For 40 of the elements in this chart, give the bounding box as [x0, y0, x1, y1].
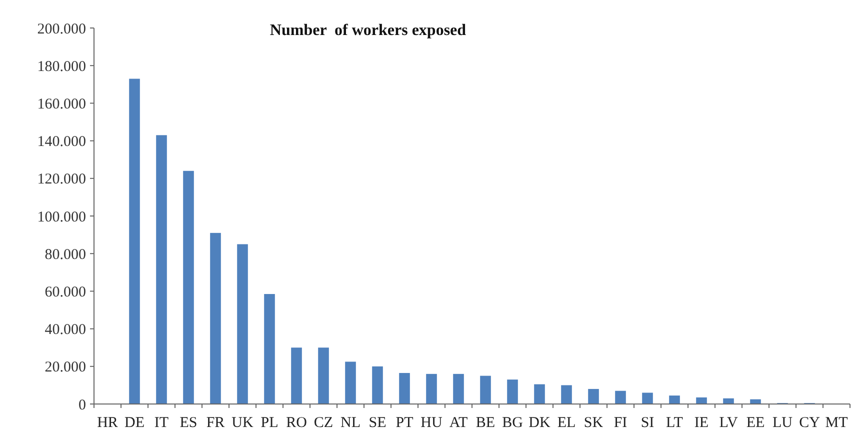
x-tick-label: EL	[557, 415, 576, 431]
x-tick-label: LV	[719, 415, 738, 431]
x-tick-label: SI	[640, 415, 654, 431]
x-tick-label: BE	[476, 415, 496, 431]
x-tick-label: BG	[502, 415, 524, 431]
x-tick-label: DK	[528, 415, 550, 431]
x-tick-label: LU	[772, 415, 793, 431]
x-tick-label: PT	[396, 415, 414, 431]
x-tick-label: FI	[614, 415, 628, 431]
y-tick-label: 60.000	[44, 284, 86, 300]
x-tick-label: AT	[449, 415, 468, 431]
x-tick-label: SE	[368, 415, 386, 431]
y-tick-label: 20.000	[44, 360, 86, 376]
x-tick-label: NL	[340, 415, 360, 431]
y-tick-label: 80.000	[44, 246, 86, 263]
y-tick-label: 100.000	[37, 209, 86, 226]
x-tick-label: CZ	[314, 415, 334, 431]
x-tick-label: LT	[666, 415, 683, 431]
y-tick-label: 140.000	[37, 134, 86, 150]
x-tick-label: FR	[206, 415, 225, 431]
y-tick-label: 0	[78, 397, 86, 414]
y-tick-label: 160.000	[37, 96, 86, 112]
y-tick-label: 40.000	[44, 322, 86, 338]
x-tick-label: IT	[154, 415, 169, 431]
y-tick-label: 180.000	[37, 58, 86, 75]
x-tick-label: CY	[799, 415, 820, 431]
x-tick-label: HR	[97, 415, 118, 431]
x-tick-label: EE	[746, 415, 765, 431]
x-tick-label: ES	[180, 415, 198, 431]
x-tick-label: IE	[694, 415, 709, 431]
chart-title: Number of workers exposed	[270, 22, 466, 39]
x-tick-label: HU	[420, 415, 442, 431]
x-tick-label: DE	[124, 415, 144, 431]
y-tick-label: 200.000	[37, 21, 86, 38]
x-tick-label: UK	[232, 415, 254, 431]
x-tick-label: RO	[286, 415, 308, 431]
x-tick-label: PL	[260, 415, 278, 431]
x-tick-label: SK	[584, 415, 604, 431]
y-tick-label: 120.000	[37, 172, 86, 188]
x-tick-label: MT	[825, 415, 848, 431]
